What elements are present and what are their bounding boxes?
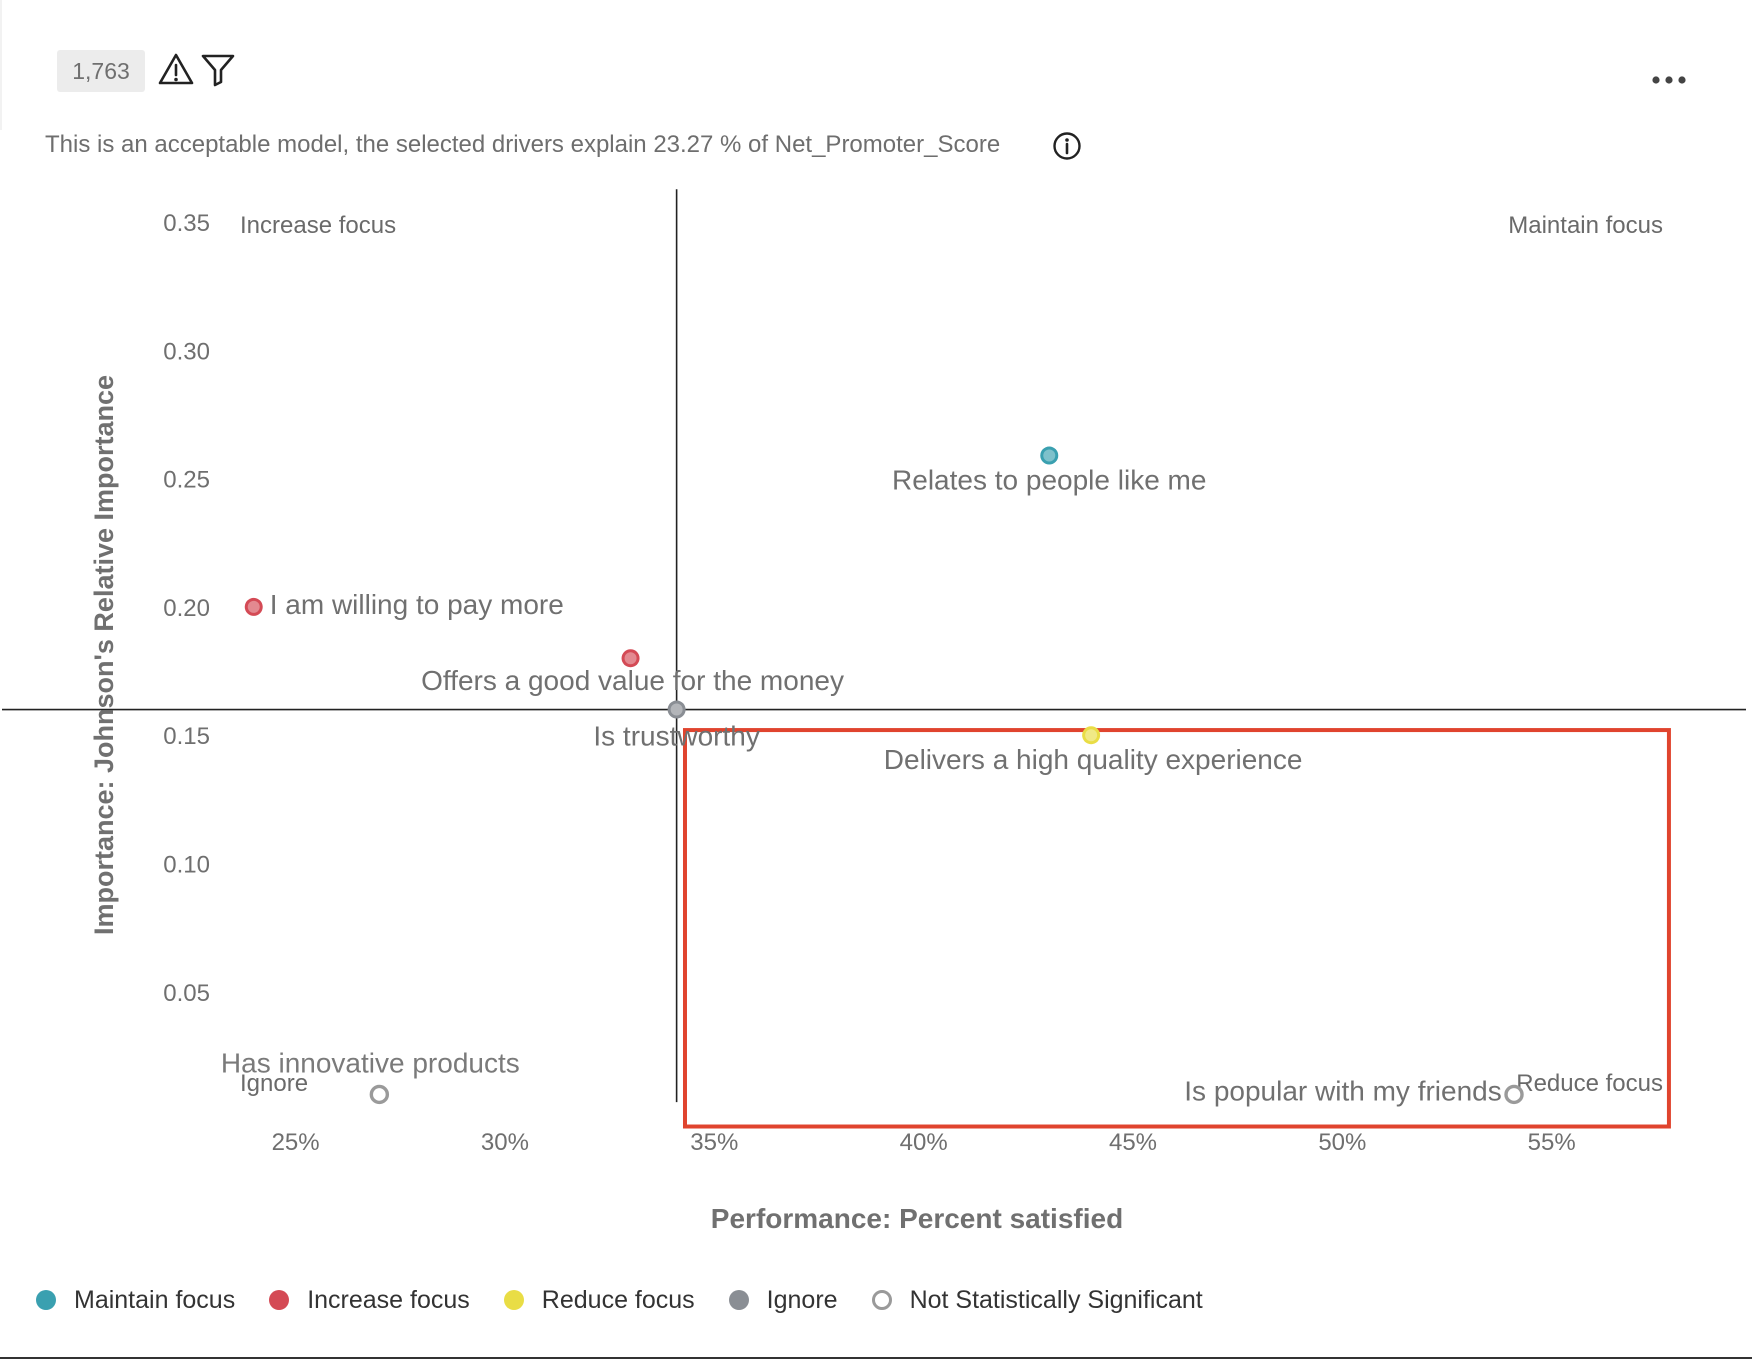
data-point-label: Is trustworthy: [593, 721, 759, 752]
legend-marker: [728, 1290, 749, 1310]
data-point-label: Is popular with my friends: [1184, 1075, 1501, 1106]
y-tick-label: 0.30: [163, 338, 210, 365]
data-point-highlight: [670, 703, 683, 716]
data-point-label: Has innovative products: [221, 1047, 520, 1078]
x-tick-label: 45%: [1109, 1129, 1157, 1156]
y-tick-label: 0.35: [163, 210, 210, 237]
legend-item[interactable]: Not Statistically Significant: [871, 1285, 1203, 1315]
driver-scatter-chart: 0.05 0.10 0.15 0.20 0.25 0.30 0.35 25% 30% 35% 40%…: [2, 189, 1746, 1234]
y-tick-label: 0.10: [163, 852, 210, 879]
quadrant-label-increase: Increase focus: [240, 212, 396, 239]
warning-triangle-icon[interactable]: [156, 50, 196, 90]
data-point[interactable]: [369, 1084, 390, 1105]
legend-item[interactable]: Ignore: [728, 1285, 838, 1315]
legend-marker: [871, 1290, 892, 1310]
y-tick-label: 0.25: [163, 467, 210, 494]
y-tick-label: 0.20: [163, 595, 210, 622]
quadrant-label-ignore: Ignore: [240, 1070, 308, 1097]
panel-edge: [0, 0, 2, 130]
legend-item[interactable]: Increase focus: [269, 1286, 470, 1315]
data-point[interactable]: [244, 597, 263, 616]
x-tick-label: 35%: [690, 1129, 738, 1156]
quadrant-label-maintain: Maintain focus: [1508, 212, 1663, 239]
bottom-divider: [0, 1357, 1752, 1359]
data-point-label: I am willing to pay more: [270, 589, 564, 620]
quadrant-label-reduce: Reduce focus: [1516, 1070, 1663, 1097]
data-point[interactable]: [667, 700, 686, 719]
data-point-label: Delivers a high quality experience: [884, 744, 1303, 775]
highlight-region-box: [682, 728, 1671, 1129]
x-tick-label: 30%: [481, 1129, 529, 1156]
legend-label: Ignore: [766, 1285, 838, 1314]
data-point-highlight: [247, 600, 260, 613]
legend-marker: [36, 1290, 56, 1310]
data-point-label: Offers a good value for the money: [421, 665, 844, 696]
response-count-badge: 1,763: [57, 50, 145, 92]
legend-item[interactable]: Reduce focus: [503, 1285, 695, 1315]
info-circle-icon[interactable]: [1052, 131, 1082, 161]
x-tick-label: 40%: [900, 1129, 948, 1156]
legend-label: Maintain focus: [74, 1285, 236, 1314]
y-tick-label: 0.15: [163, 723, 210, 750]
y-tick-label: 0.05: [163, 980, 210, 1007]
legend-marker: [269, 1290, 290, 1310]
more-horizontal-icon: [1652, 76, 1686, 84]
x-tick-label: 50%: [1318, 1129, 1366, 1156]
data-point[interactable]: [1040, 446, 1059, 465]
chart-legend: Maintain focus Increase focus Reduce focus…: [36, 1282, 1237, 1318]
filter-funnel-icon[interactable]: [198, 50, 238, 90]
data-point[interactable]: [1504, 1084, 1524, 1105]
legend-item[interactable]: Maintain focus: [36, 1286, 235, 1315]
x-tick-label: 25%: [272, 1129, 320, 1156]
data-point[interactable]: [1082, 726, 1101, 745]
data-point-highlight: [624, 652, 637, 665]
data-point-highlight: [1043, 449, 1056, 462]
y-axis-title: Importance: Johnson's Relative Importanc…: [89, 375, 119, 935]
more-options-button[interactable]: [1648, 70, 1692, 90]
legend-label: Reduce focus: [541, 1285, 695, 1314]
legend-label: Not Statistically Significant: [909, 1285, 1203, 1314]
model-summary-text: This is an acceptable model, the selecte…: [45, 131, 1001, 158]
x-axis-title: Performance: Percent satisfied: [711, 1203, 1123, 1234]
data-point-highlight: [1085, 729, 1098, 742]
legend-marker: [503, 1290, 524, 1310]
data-point[interactable]: [621, 649, 640, 668]
x-tick-label: 55%: [1528, 1129, 1576, 1156]
legend-label: Increase focus: [307, 1285, 470, 1314]
data-point-label: Relates to people like me: [892, 465, 1206, 496]
